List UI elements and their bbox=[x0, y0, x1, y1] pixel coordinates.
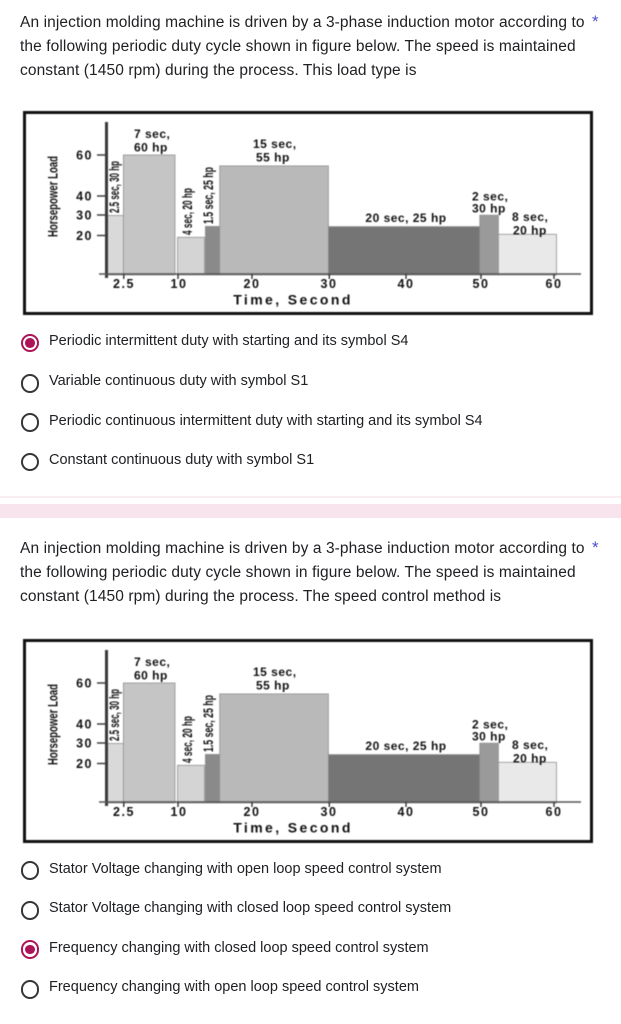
svg-text:40: 40 bbox=[398, 277, 415, 291]
svg-text:20: 20 bbox=[76, 229, 93, 243]
svg-text:20 sec, 25 hp: 20 sec, 25 hp bbox=[365, 211, 446, 225]
svg-text:Time, Second: Time, Second bbox=[233, 291, 353, 307]
svg-text:30 hp: 30 hp bbox=[472, 201, 506, 215]
svg-text:2.5 sec, 30 hp: 2.5 sec, 30 hp bbox=[106, 161, 122, 213]
svg-text:Horsepower Load: Horsepower Load bbox=[45, 156, 61, 237]
svg-text:30: 30 bbox=[321, 277, 338, 291]
svg-text:2.5: 2.5 bbox=[113, 277, 135, 291]
svg-text:60 hp: 60 hp bbox=[134, 140, 168, 154]
svg-text:30: 30 bbox=[76, 208, 93, 222]
svg-text:4 sec, 20 hp: 4 sec, 20 hp bbox=[179, 188, 195, 235]
svg-text:60: 60 bbox=[546, 277, 563, 291]
svg-text:1.5 sec, 25 hp: 1.5 sec, 25 hp bbox=[200, 167, 216, 224]
svg-text:40: 40 bbox=[76, 189, 93, 203]
svg-text:15 sec,: 15 sec, bbox=[253, 137, 297, 151]
svg-text:8 sec,: 8 sec, bbox=[512, 210, 548, 224]
svg-text:55 hp: 55 hp bbox=[256, 150, 290, 164]
svg-text:7 sec,: 7 sec, bbox=[134, 127, 170, 141]
svg-text:20 hp: 20 hp bbox=[513, 223, 547, 237]
svg-text:50: 50 bbox=[473, 277, 490, 291]
svg-text:20: 20 bbox=[244, 277, 261, 291]
svg-text:10: 10 bbox=[171, 277, 188, 291]
svg-text:2 sec,: 2 sec, bbox=[472, 189, 508, 203]
svg-text:60: 60 bbox=[76, 148, 93, 162]
